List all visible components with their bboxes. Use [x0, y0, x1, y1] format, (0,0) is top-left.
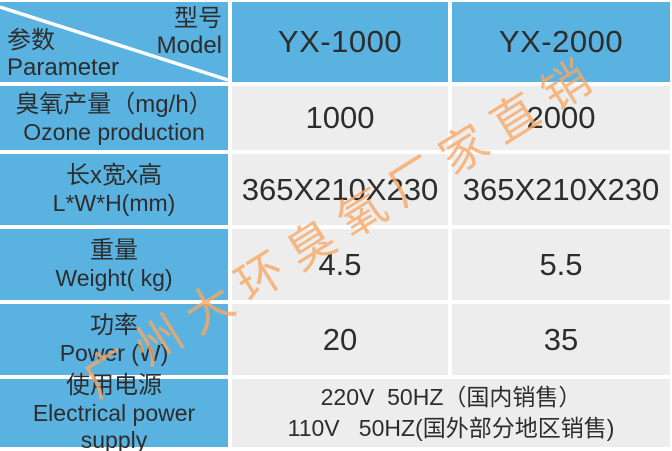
diagonal-divider-icon: [0, 5, 228, 82]
row-label-en: Weight( kg): [55, 265, 173, 291]
row-label-power: 功率 Power (W): [0, 304, 228, 375]
parameter-axis-label-en: Parameter: [7, 54, 120, 81]
row-label-weight: 重量 Weight( kg): [0, 229, 228, 300]
parameter-axis-label-zh: 参数: [7, 27, 55, 54]
row-label-en: Ozone production: [23, 118, 205, 145]
value-power-yx1000: 20: [232, 304, 448, 375]
column-header-yx2000: YX-2000: [452, 2, 670, 82]
row-label-zh: 长x宽x高: [66, 162, 162, 189]
row-label-power-supply: 使用电源 Electrical power supply: [0, 372, 228, 451]
value-weight-yx1000: 4.5: [232, 229, 448, 300]
row-label-zh: 重量: [90, 237, 138, 264]
row-label-zh: 使用电源: [66, 372, 162, 399]
value-ozone-yx1000: 1000: [232, 86, 448, 150]
model-axis-label-en: Model: [156, 32, 222, 59]
value-weight-yx2000: 5.5: [452, 229, 670, 300]
corner-header-cell: 型号 Model 参数 Parameter: [0, 2, 228, 82]
value-dimensions-yx1000: 365X210X230: [232, 154, 448, 225]
column-header-yx1000: YX-1000: [232, 2, 448, 82]
parameter-axis-label: 参数 Parameter: [7, 27, 119, 81]
row-label-en: L*W*H(mm): [52, 190, 176, 216]
value-power-yx2000: 35: [452, 304, 670, 375]
model-axis-label: 型号 Model: [157, 5, 222, 59]
model-axis-label-zh: 型号: [174, 5, 222, 32]
row-label-ozone-production: 臭氧产量（mg/h） Ozone production: [0, 86, 228, 150]
value-ozone-yx2000: 2000: [452, 86, 670, 150]
row-label-en: Power (W): [59, 340, 169, 366]
value-power-supply: 220V 50HZ（国内销售） 110V 50HZ(国外部分地区销售): [232, 379, 670, 447]
power-supply-line-overseas: 110V 50HZ(国外部分地区销售): [287, 415, 615, 441]
value-dimensions-yx2000: 365X210X230: [452, 154, 670, 225]
row-label-zh: 臭氧产量（mg/h）: [15, 90, 213, 118]
row-label-en: Electrical power supply: [32, 400, 196, 451]
row-label-zh: 功率: [90, 312, 138, 339]
row-label-dimensions: 长x宽x高 L*W*H(mm): [0, 154, 228, 225]
power-supply-line-domestic: 220V 50HZ（国内销售）: [320, 384, 582, 410]
